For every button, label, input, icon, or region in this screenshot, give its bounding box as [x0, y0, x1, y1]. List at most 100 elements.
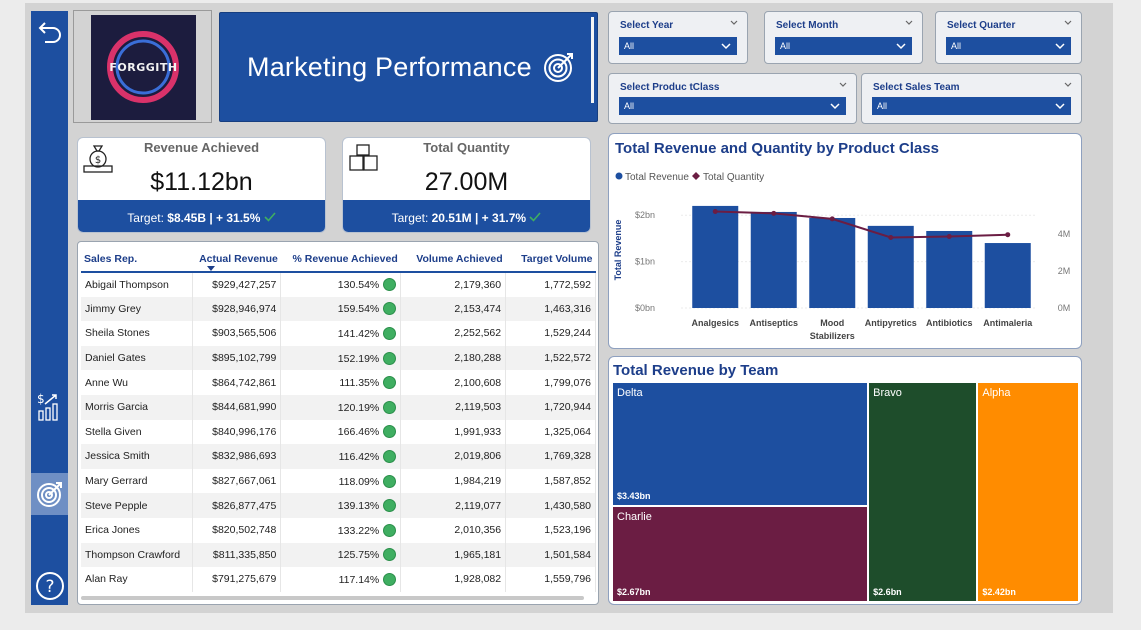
cell-text: 1,430,580 — [544, 499, 591, 512]
table-row[interactable]: Daniel Gates $895,102,799 152.19% 2,180,288… — [81, 345, 596, 371]
treemap-cell-delta[interactable]: Delta $3.43bn — [612, 382, 869, 506]
table-row[interactable]: Anne Wu $864,742,861 111.35% 2,100,608 1,799… — [81, 370, 596, 395]
treemap-cell-bravo[interactable]: Bravo $2.6bn — [868, 382, 978, 602]
status-dot-icon — [383, 326, 397, 340]
cell-text: 1,559,796 — [544, 573, 591, 586]
revenue-bar[interactable] — [692, 205, 739, 308]
cell-text: 141.42% — [337, 327, 380, 340]
cell-volume-achieved: 2,153,474 — [400, 296, 507, 322]
boxes-icon — [349, 144, 378, 171]
cell-target-volume: 1,430,580 — [505, 493, 596, 518]
col-actual-revenue[interactable]: Actual Revenue — [192, 247, 281, 273]
cell-actual-revenue: $832,986,693 — [192, 444, 282, 469]
col-sales-rep[interactable]: Sales Rep. — [81, 247, 193, 273]
quantity-point[interactable] — [946, 234, 952, 240]
sales-rep-table: Sales Rep. Actual Revenue % Revenue Achi… — [77, 241, 599, 605]
back-button[interactable] — [31, 11, 68, 53]
cell-text: Erica Jones — [85, 524, 140, 537]
table-row[interactable]: Jimmy Grey $928,946,974 159.54% 2,153,474 1,… — [81, 296, 596, 322]
quantity-point[interactable] — [888, 234, 894, 240]
cell-text: $826,877,475 — [212, 499, 277, 512]
cell-text: 166.46% — [337, 426, 380, 439]
sales-rep-grid: Sales Rep. Actual Revenue % Revenue Achi… — [81, 247, 596, 592]
table-row[interactable]: Steve Pepple $826,877,475 139.13% 2,119,077… — [81, 493, 596, 518]
legend-quantity-marker — [692, 172, 700, 180]
month-dropdown[interactable]: All — [775, 37, 912, 55]
table-row[interactable]: Thompson Crawford $811,335,850 125.75% 1,96… — [81, 542, 596, 568]
col-volume-achieved[interactable]: Volume Achieved — [400, 247, 506, 273]
cell-target-volume: 1,501,584 — [505, 542, 596, 568]
table-row[interactable]: Stella Given $840,996,176 166.46% 1,991,933… — [81, 419, 596, 445]
table-row[interactable]: Abigail Thompson $929,427,257 130.54% 2,179… — [81, 272, 596, 297]
sort-descending-icon[interactable] — [206, 266, 215, 272]
cell-target-volume: 1,799,076 — [505, 370, 596, 395]
cell-text: Steve Pepple — [85, 499, 148, 512]
sales-team-slicer[interactable]: Select Sales Team All — [861, 73, 1082, 124]
table-row[interactable]: Alan Ray $791,275,679 117.14% 1,928,082 1,55… — [81, 567, 596, 592]
revenue-bar[interactable] — [809, 217, 856, 308]
report-title-banner: Marketing Performance — [219, 12, 598, 122]
cell-actual-revenue: $791,275,679 — [192, 567, 282, 592]
cell-text: 1,325,064 — [544, 425, 591, 438]
quarter-dropdown[interactable]: All — [946, 37, 1071, 55]
year-slicer-label: Select Year — [620, 20, 674, 31]
team-revenue-treemap: Delta $3.43bn Charlie $2.67bn Bravo $2.6bn Alp… — [612, 382, 1079, 602]
title-scrollbar[interactable] — [591, 17, 594, 103]
product-class-dropdown[interactable]: All — [619, 97, 846, 115]
check-icon — [529, 212, 541, 222]
col-target-volume[interactable]: Target Volume — [505, 247, 596, 273]
cell-target-volume: 1,769,328 — [505, 444, 596, 469]
status-dot-icon — [383, 523, 397, 537]
y-axis-title: Total Revenue — [613, 220, 623, 281]
month-slicer[interactable]: Select Month All — [764, 11, 923, 64]
revenue-quantity-chart-panel: Total Revenue and Quantity by Product Cl… — [608, 133, 1082, 349]
quantity-point[interactable] — [712, 208, 718, 214]
cell-actual-revenue: $928,946,974 — [192, 296, 282, 322]
quantity-point[interactable] — [1005, 232, 1011, 238]
cell-text: 111.35% — [339, 377, 380, 390]
cell-sales-rep: Stella Given — [81, 419, 194, 445]
legend-revenue-label[interactable]: Total Revenue — [625, 172, 689, 183]
table-row[interactable]: Sheila Stones $903,565,506 141.42% 2,252,56… — [81, 321, 596, 346]
revenue-bar[interactable] — [926, 230, 973, 308]
product-class-slicer[interactable]: Select Produc tClass All — [608, 73, 857, 124]
cell-text: 1,501,584 — [544, 548, 591, 561]
col-revenue-achieved[interactable]: % Revenue Achieved — [280, 247, 401, 273]
revenue-bar[interactable] — [984, 243, 1031, 308]
treemap-cell-charlie[interactable]: Charlie $2.67bn — [612, 505, 869, 602]
target-icon — [543, 53, 573, 82]
help-button[interactable]: ? — [31, 567, 68, 605]
quantity-point[interactable] — [829, 216, 835, 222]
revenue-page-button[interactable]: $ — [31, 386, 68, 428]
cell-text: 1,529,244 — [544, 327, 591, 340]
cell-text: $895,102,799 — [212, 352, 277, 365]
x-tick-label: Antimaleria — [983, 318, 1033, 328]
table-row[interactable]: Jessica Smith $832,986,693 116.42% 2,019,80… — [81, 444, 596, 469]
quantity-point[interactable] — [771, 210, 777, 216]
chart-axes: Total Revenue $0bn $1bn $2bn 0M 2M 4M Analgesic… — [613, 210, 1070, 341]
treemap-cell-alpha[interactable]: Alpha $2.42bn — [977, 382, 1079, 602]
table-row[interactable]: Mary Gerrard $827,667,061 118.09% 1,984,219… — [81, 468, 596, 494]
table-horizontal-scrollbar[interactable] — [81, 596, 584, 600]
year-dropdown[interactable]: All — [619, 37, 737, 55]
status-dot-icon — [383, 499, 397, 513]
table-row[interactable]: Erica Jones $820,502,748 133.22% 2,010,356 1… — [81, 517, 596, 543]
quantity-kpi-card: Total Quantity 27.00M Target: 20.51M | +… — [342, 137, 591, 233]
legend-quantity-label[interactable]: Total Quantity — [703, 172, 764, 183]
cell-text: Daniel Gates — [85, 352, 146, 365]
month-slicer-label: Select Month — [776, 20, 839, 31]
cell-text: 2,100,608 — [454, 376, 502, 389]
year-slicer[interactable]: Select Year All — [608, 11, 748, 64]
marketing-page-button[interactable] — [31, 473, 68, 515]
quarter-slicer[interactable]: Select Quarter All — [935, 11, 1082, 64]
cell-text: Stella Given — [85, 425, 142, 438]
revenue-bar[interactable] — [750, 211, 797, 308]
cell-text: $820,502,748 — [212, 524, 277, 537]
x-tick-label: Stabilizers — [810, 331, 855, 341]
sales-team-dropdown[interactable]: All — [872, 97, 1071, 115]
month-value: All — [780, 41, 791, 51]
table-row[interactable]: Morris Garcia $844,681,990 120.19% 2,119,50… — [81, 394, 596, 420]
cell-volume-achieved: 1,984,219 — [400, 468, 507, 494]
cell-text: 2,019,806 — [454, 450, 502, 463]
quantity-line — [712, 208, 1011, 240]
